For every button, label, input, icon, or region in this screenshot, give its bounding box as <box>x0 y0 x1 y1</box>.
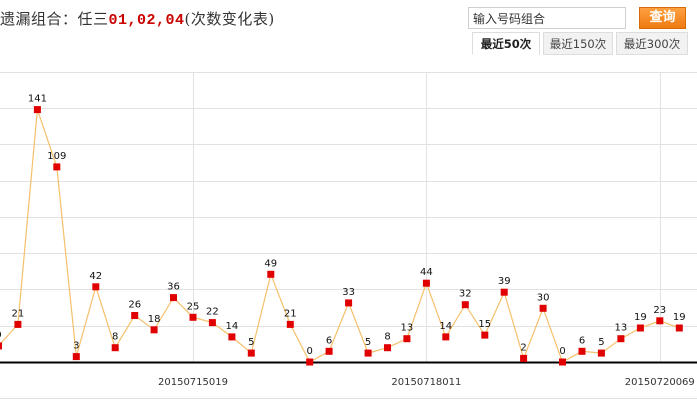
data-point[interactable] <box>597 349 605 357</box>
data-label: 14 <box>226 321 239 332</box>
data-point[interactable] <box>111 344 119 352</box>
data-point[interactable] <box>675 324 683 332</box>
data-label: 25 <box>187 301 200 312</box>
data-point[interactable] <box>539 304 547 312</box>
title-suffix: (次数变化表) <box>184 10 275 28</box>
data-point[interactable] <box>500 288 508 296</box>
data-label: 5 <box>365 337 371 348</box>
data-label: 14 <box>439 321 452 332</box>
data-point[interactable] <box>208 319 216 327</box>
data-point[interactable] <box>228 333 236 341</box>
data-point[interactable] <box>636 324 644 332</box>
data-point[interactable] <box>442 333 450 341</box>
data-point[interactable] <box>422 279 430 287</box>
data-label: 22 <box>206 307 219 318</box>
data-point[interactable] <box>520 354 528 362</box>
series-line <box>0 109 680 363</box>
data-label: 21 <box>12 308 25 319</box>
search-input[interactable] <box>468 7 626 29</box>
data-label: 49 <box>264 258 277 269</box>
search-button[interactable]: 查询 <box>639 7 686 29</box>
data-point[interactable] <box>403 335 411 343</box>
data-point[interactable] <box>461 301 469 309</box>
data-point[interactable] <box>53 163 61 171</box>
tab-recent-50[interactable]: 最近50次 <box>472 32 540 55</box>
data-label: 8 <box>112 332 118 343</box>
chart-data-labels: 9211411093428261836252214549210633581344… <box>0 94 686 357</box>
data-label: 15 <box>478 319 491 330</box>
data-label: 26 <box>128 300 141 311</box>
data-point[interactable] <box>131 312 139 319</box>
data-label: 6 <box>579 335 585 346</box>
x-tick-label: 20150720069 <box>625 377 695 388</box>
data-label: 39 <box>498 276 511 287</box>
data-point[interactable] <box>656 317 664 325</box>
data-label: 18 <box>148 314 161 325</box>
data-label: 36 <box>167 282 180 293</box>
data-point[interactable] <box>0 342 2 350</box>
data-point[interactable] <box>559 358 566 366</box>
data-label: 5 <box>248 337 254 348</box>
data-label: 21 <box>284 308 297 319</box>
data-label: 141 <box>28 94 47 105</box>
data-label: 19 <box>634 312 647 323</box>
data-point[interactable] <box>150 326 158 334</box>
data-label: 44 <box>420 267 433 278</box>
data-point[interactable] <box>267 270 275 278</box>
data-label: 19 <box>673 312 686 323</box>
page-title: 遗漏组合：任三01,02,04(次数变化表) <box>0 8 275 29</box>
data-point[interactable] <box>72 353 80 361</box>
data-point[interactable] <box>364 349 372 357</box>
data-label: 42 <box>89 271 102 282</box>
title-prefix: 遗漏组合：任三 <box>0 10 109 28</box>
title-numbers: 01,02,04 <box>108 12 185 29</box>
tab-recent-150[interactable]: 最近150次 <box>543 32 613 55</box>
data-label: 23 <box>653 305 666 316</box>
data-point[interactable] <box>170 294 177 302</box>
data-point[interactable] <box>481 331 489 339</box>
data-label: 109 <box>47 151 66 162</box>
data-label: 0 <box>307 346 313 357</box>
data-point[interactable] <box>384 344 391 352</box>
data-label: 3 <box>73 341 79 352</box>
x-tick-label: 20150715019 <box>158 377 228 388</box>
chart-grid <box>0 72 697 399</box>
data-label: 0 <box>559 346 565 357</box>
data-point[interactable] <box>247 349 255 357</box>
data-label: 5 <box>598 337 604 348</box>
data-label: 33 <box>342 287 355 298</box>
data-label: 6 <box>326 335 332 346</box>
data-point[interactable] <box>325 347 333 355</box>
data-label: 2 <box>520 342 526 353</box>
chart-series <box>0 106 683 366</box>
chart-x-ticks: 20150715019 20150718011 20150720069 <box>158 377 695 388</box>
data-point[interactable] <box>14 320 22 328</box>
data-label: 13 <box>401 323 414 334</box>
x-tick-label: 20150718011 <box>391 377 461 388</box>
data-point[interactable] <box>286 320 294 328</box>
data-label: 8 <box>384 332 390 343</box>
data-label: 9 <box>0 330 2 341</box>
data-point[interactable] <box>617 335 625 343</box>
data-label: 30 <box>537 292 550 303</box>
data-point[interactable] <box>578 347 586 355</box>
data-label: 13 <box>615 323 628 334</box>
data-point[interactable] <box>189 313 197 321</box>
data-point[interactable] <box>92 283 100 291</box>
data-point[interactable] <box>306 358 314 366</box>
data-point[interactable] <box>345 299 353 307</box>
tab-recent-300[interactable]: 最近300次 <box>616 32 688 55</box>
data-point[interactable] <box>33 106 41 114</box>
data-label: 32 <box>459 289 472 300</box>
